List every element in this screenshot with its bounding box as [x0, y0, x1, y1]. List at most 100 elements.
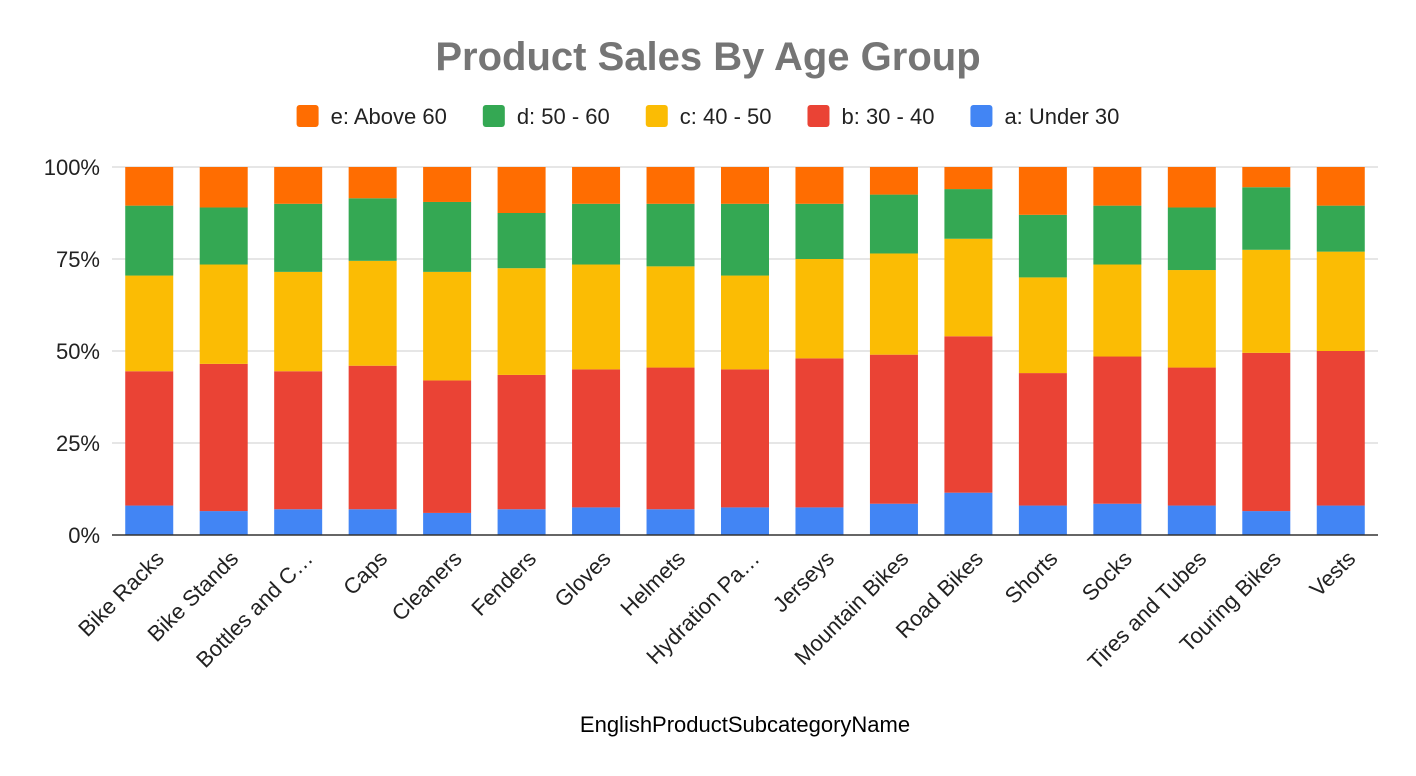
bar-stack-mountain-bikes: [869, 167, 918, 535]
bar-stack-bottles-and-c: [274, 167, 323, 535]
bar-segment-a-under-30: [721, 507, 769, 535]
bar-segment-e-above-60: [274, 167, 323, 204]
bar-segment-a-under-30: [944, 492, 993, 535]
x-tick-label: Jerseys: [768, 546, 839, 617]
bar-segment-b-30-40: [1242, 352, 1291, 512]
bar-segment-c-40-50: [646, 266, 695, 368]
bar-stack-bike-stands: [199, 167, 248, 535]
bar-stack-caps: [348, 167, 397, 535]
y-axis-ticks: 0% 25% 50% 75% 100%: [44, 155, 100, 548]
bar-segment-e-above-60: [869, 167, 918, 195]
bar-segment-b-30-40: [1167, 367, 1216, 506]
bar-segment-b-30-40: [423, 380, 472, 513]
bar-stack-tires-and-tubes: [1167, 167, 1216, 535]
bar-segment-c-40-50: [944, 238, 993, 337]
legend-item-d-50-60: d: 50 - 60: [482, 104, 610, 129]
x-tick-label: Shorts: [1000, 546, 1063, 609]
x-tick-label: Helmets: [615, 546, 690, 621]
bar-segment-d-50-60: [1093, 205, 1142, 265]
bar-segment-c-40-50: [572, 264, 621, 370]
legend-label: b: 30 - 40: [841, 104, 934, 129]
bar-stack-road-bikes: [944, 167, 993, 535]
bar-segment-b-30-40: [646, 367, 695, 510]
legend-label: e: Above 60: [331, 104, 447, 129]
bar-segment-d-50-60: [1018, 214, 1067, 278]
bar-stack-fenders: [497, 167, 546, 535]
bar-segment-a-under-30: [1018, 505, 1067, 535]
x-axis-title: EnglishProductSubcategoryName: [580, 712, 910, 737]
bar-segment-e-above-60: [1242, 167, 1291, 188]
chart-title: Product Sales By Age Group: [435, 35, 980, 79]
bar-segment-e-above-60: [199, 167, 248, 208]
x-tick-label: Caps: [338, 546, 392, 600]
bar-segment-a-under-30: [274, 509, 323, 535]
bar-segment-a-under-30: [869, 503, 918, 535]
bar-stack-touring-bikes: [1242, 167, 1291, 535]
bar-segment-b-30-40: [1018, 373, 1067, 506]
x-tick-label: Fenders: [466, 546, 541, 621]
bar-segment-b-30-40: [274, 371, 323, 510]
bar-segment-d-50-60: [199, 207, 248, 265]
bar-segment-c-40-50: [869, 253, 918, 355]
bar-segment-c-40-50: [125, 275, 174, 372]
bar-segment-d-50-60: [423, 201, 472, 272]
legend-swatch: [645, 105, 668, 127]
bar-segment-a-under-30: [199, 511, 248, 535]
x-tick-label: Vests: [1305, 546, 1361, 602]
bar-segment-a-under-30: [423, 512, 472, 535]
bar-segment-e-above-60: [1167, 167, 1216, 208]
bar-segment-b-30-40: [869, 354, 918, 504]
bar-segment-d-50-60: [944, 189, 993, 239]
bars: [125, 167, 1365, 535]
bar-segment-b-30-40: [199, 363, 248, 512]
bar-segment-d-50-60: [572, 203, 621, 265]
y-tick-label: 25%: [56, 431, 100, 456]
bar-stack-cleaners: [423, 167, 472, 535]
x-tick-label: Gloves: [549, 546, 615, 612]
bar-segment-a-under-30: [572, 507, 621, 535]
bar-segment-c-40-50: [423, 271, 472, 381]
bar-segment-c-40-50: [1316, 251, 1365, 351]
bar-segment-b-30-40: [1316, 351, 1365, 506]
bar-segment-a-under-30: [646, 509, 695, 535]
bar-stack-socks: [1093, 167, 1142, 535]
y-tick-label: 50%: [56, 339, 100, 364]
bar-stack-shorts: [1018, 167, 1067, 535]
bar-segment-e-above-60: [795, 167, 844, 204]
bar-segment-d-50-60: [348, 198, 397, 261]
bar-segment-d-50-60: [1242, 187, 1291, 250]
x-tick-label: Socks: [1077, 546, 1137, 606]
bar-segment-e-above-60: [721, 167, 769, 204]
bar-segment-a-under-30: [1316, 505, 1365, 535]
bar-segment-b-30-40: [497, 374, 546, 510]
legend-swatch: [296, 105, 319, 127]
legend-label: c: 40 - 50: [680, 104, 772, 129]
bar-segment-d-50-60: [721, 203, 769, 276]
bar-segment-a-under-30: [497, 509, 546, 535]
bar-segment-d-50-60: [1167, 207, 1216, 271]
bar-segment-a-under-30: [1167, 505, 1216, 535]
bar-segment-d-50-60: [125, 205, 174, 276]
bar-segment-b-30-40: [1093, 356, 1142, 504]
bar-segment-e-above-60: [572, 167, 621, 204]
legend-swatch: [970, 105, 993, 127]
legend-item-a-under-30: a: Under 30: [970, 104, 1119, 129]
bar-segment-c-40-50: [199, 264, 248, 364]
legend-item-e-above-60: e: Above 60: [296, 104, 447, 129]
bar-segment-b-30-40: [125, 371, 174, 506]
bar-segment-e-above-60: [348, 167, 397, 199]
bar-segment-e-above-60: [1018, 167, 1067, 215]
bar-segment-d-50-60: [646, 203, 695, 267]
legend-item-c-40-50: c: 40 - 50: [645, 104, 772, 129]
bar-segment-a-under-30: [795, 507, 844, 535]
legend-label: a: Under 30: [1004, 104, 1119, 129]
bar-segment-d-50-60: [869, 194, 918, 254]
bar-stack-vests: [1316, 167, 1365, 535]
bar-segment-c-40-50: [721, 275, 769, 370]
bar-segment-a-under-30: [1093, 503, 1142, 535]
legend-item-b-30-40: b: 30 - 40: [807, 104, 934, 129]
bar-segment-c-40-50: [1018, 277, 1067, 374]
